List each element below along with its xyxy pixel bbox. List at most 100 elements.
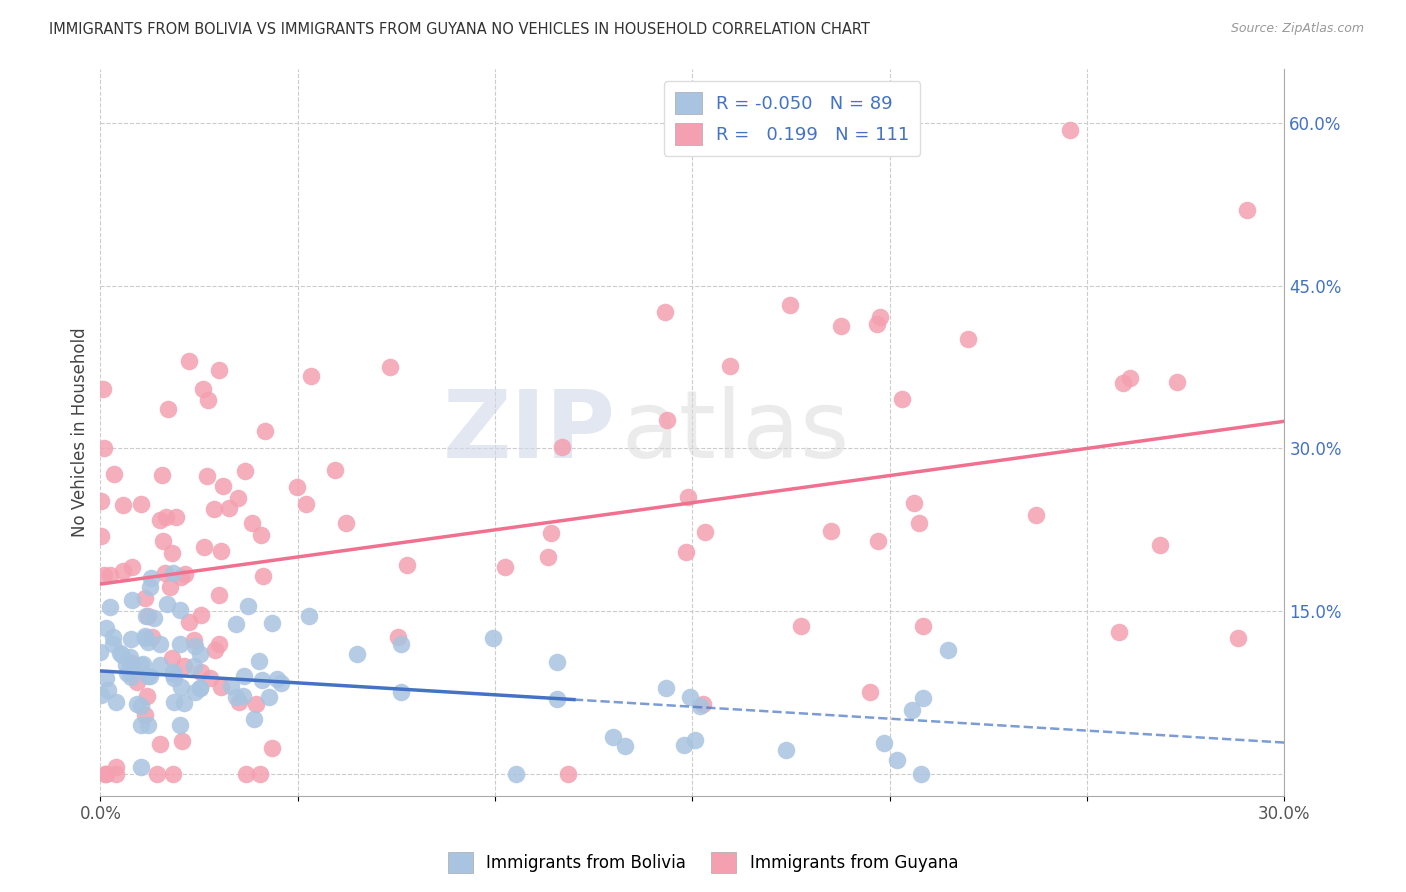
Point <box>93 767 115 781</box>
Point <box>689 698 711 713</box>
Point <box>125 697 148 711</box>
Point <box>191 383 214 397</box>
Point <box>149 658 172 673</box>
Point <box>190 647 212 661</box>
Text: Source: ZipAtlas.com: Source: ZipAtlas.com <box>1230 22 1364 36</box>
Point <box>138 635 160 649</box>
Point <box>105 760 128 774</box>
Point <box>679 690 702 704</box>
Point <box>118 649 141 664</box>
Point <box>212 479 235 493</box>
Point <box>672 738 695 752</box>
Point <box>695 525 717 540</box>
Point <box>912 690 935 705</box>
Point <box>226 491 249 505</box>
Point <box>250 527 273 541</box>
Text: IMMIGRANTS FROM BOLIVIA VS IMMIGRANTS FROM GUYANA NO VEHICLES IN HOUSEHOLD CORRE: IMMIGRANTS FROM BOLIVIA VS IMMIGRANTS FR… <box>49 22 870 37</box>
Point <box>232 689 254 703</box>
Point <box>134 629 156 643</box>
Y-axis label: No Vehicles in Household: No Vehicles in Household <box>72 327 89 537</box>
Point <box>150 467 173 482</box>
Point <box>131 657 153 672</box>
Point <box>859 684 882 698</box>
Point <box>156 598 179 612</box>
Point <box>228 695 250 709</box>
Point <box>204 501 226 516</box>
Point <box>93 442 115 456</box>
Point <box>221 679 243 693</box>
Point <box>169 637 191 651</box>
Point <box>131 497 153 511</box>
Point <box>190 665 212 679</box>
Point <box>111 648 134 662</box>
Point <box>162 651 184 665</box>
Point <box>149 738 172 752</box>
Point <box>1108 624 1130 639</box>
Point <box>346 647 368 661</box>
Point <box>129 718 152 732</box>
Point <box>149 513 172 527</box>
Point <box>153 566 176 580</box>
Point <box>869 310 891 325</box>
Point <box>546 691 568 706</box>
Point <box>152 533 174 548</box>
Point <box>141 630 163 644</box>
Point <box>208 362 231 376</box>
Point <box>177 615 200 630</box>
Point <box>613 739 636 753</box>
Point <box>183 659 205 673</box>
Point <box>655 413 678 427</box>
Point <box>120 670 142 684</box>
Point <box>260 740 283 755</box>
Point <box>249 767 271 781</box>
Point <box>557 767 579 781</box>
Point <box>387 630 409 644</box>
Point <box>121 657 143 671</box>
Point <box>162 665 184 680</box>
Point <box>103 631 125 645</box>
Point <box>94 621 117 635</box>
Point <box>1119 371 1142 385</box>
Point <box>170 569 193 583</box>
Point <box>204 643 226 657</box>
Point <box>285 480 308 494</box>
Point <box>236 599 259 613</box>
Point <box>1149 538 1171 552</box>
Point <box>1025 508 1047 522</box>
Point <box>90 688 112 702</box>
Point <box>173 696 195 710</box>
Point <box>134 631 156 645</box>
Point <box>396 558 419 572</box>
Point <box>1059 123 1081 137</box>
Point <box>135 608 157 623</box>
Point <box>692 698 714 712</box>
Point <box>1166 376 1188 390</box>
Point <box>655 681 678 695</box>
Point <box>602 730 624 744</box>
Point <box>188 681 211 696</box>
Point <box>136 669 159 683</box>
Point <box>169 680 191 694</box>
Point <box>134 591 156 605</box>
Point <box>873 736 896 750</box>
Point <box>233 464 256 478</box>
Point <box>143 610 166 624</box>
Point <box>197 393 219 408</box>
Point <box>208 636 231 650</box>
Point <box>105 767 128 781</box>
Point <box>830 319 852 334</box>
Point <box>209 543 232 558</box>
Point <box>243 712 266 726</box>
Point <box>118 664 141 678</box>
Point <box>184 685 207 699</box>
Point <box>136 717 159 731</box>
Point <box>323 463 346 477</box>
Point <box>188 681 211 696</box>
Point <box>1236 202 1258 217</box>
Point <box>90 529 112 543</box>
Point <box>135 689 157 703</box>
Point <box>209 681 232 695</box>
Point <box>155 509 177 524</box>
Point <box>184 639 207 653</box>
Point <box>131 698 153 713</box>
